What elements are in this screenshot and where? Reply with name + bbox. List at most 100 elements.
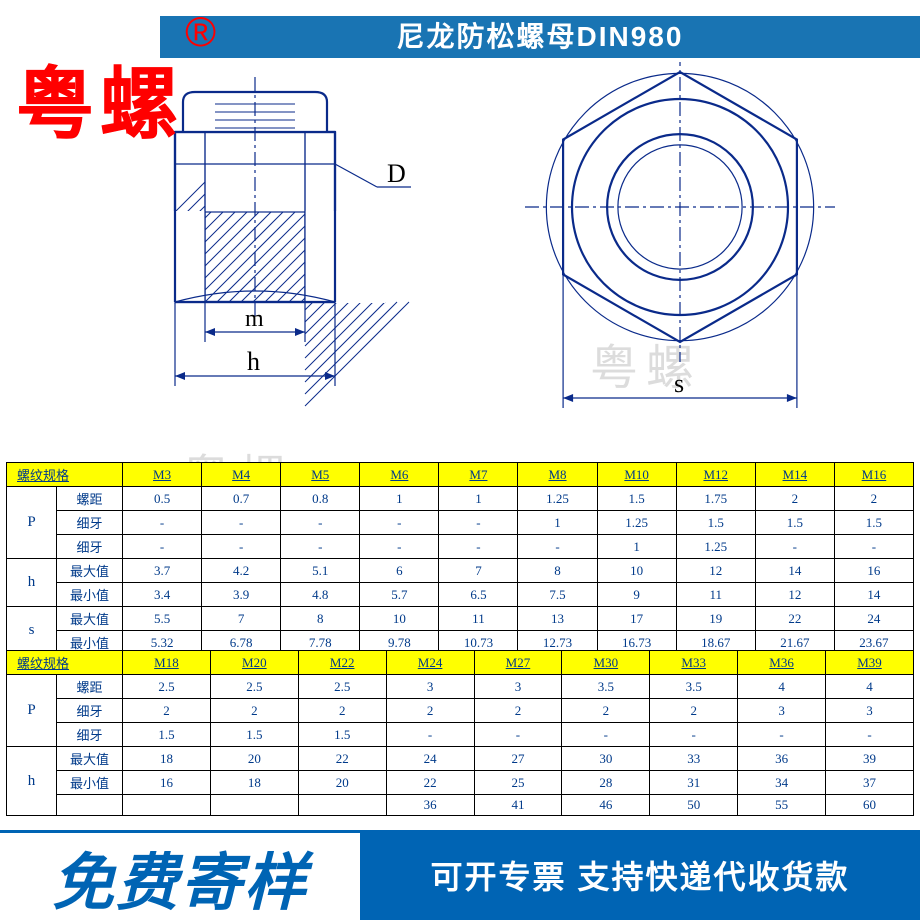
data-cell: 3: [738, 699, 826, 723]
data-cell: 1.25: [518, 487, 597, 511]
data-cell: 12: [676, 559, 755, 583]
data-cell: 4: [826, 675, 914, 699]
data-cell: 3: [474, 675, 562, 699]
data-cell: -: [202, 535, 281, 559]
data-cell: 8: [281, 607, 360, 631]
brand-logo: 粤螺 ®: [16, 42, 184, 154]
size-column-header: M18: [123, 651, 211, 675]
data-cell: -: [474, 723, 562, 747]
data-cell: 1: [597, 535, 676, 559]
size-column-header: M8: [518, 463, 597, 487]
row-group-label: P: [7, 675, 57, 747]
data-cell: 5.1: [281, 559, 360, 583]
data-cell: 34: [738, 771, 826, 795]
row-group-label: s: [7, 607, 57, 655]
data-cell: -: [439, 535, 518, 559]
size-column-header: M36: [738, 651, 826, 675]
data-cell: 3.7: [123, 559, 202, 583]
data-cell: 2.5: [123, 675, 211, 699]
data-cell: 1.5: [834, 511, 913, 535]
data-cell: 41: [474, 795, 562, 816]
data-cell: [298, 795, 386, 816]
data-cell: 18: [123, 747, 211, 771]
row-label: 螺距: [57, 675, 123, 699]
footer-right-promo: 可开专票 支持快递代收货款: [360, 830, 920, 920]
size-column-header: M33: [650, 651, 738, 675]
size-column-header: M4: [202, 463, 281, 487]
data-cell: -: [360, 511, 439, 535]
data-cell: 3.5: [562, 675, 650, 699]
data-cell: 16: [123, 771, 211, 795]
data-cell: 1.5: [210, 723, 298, 747]
size-column-header: M27: [474, 651, 562, 675]
size-column-header: M7: [439, 463, 518, 487]
data-cell: -: [281, 535, 360, 559]
size-column-header: M22: [298, 651, 386, 675]
data-cell: 14: [755, 559, 834, 583]
data-cell: -: [834, 535, 913, 559]
size-column-header: M6: [360, 463, 439, 487]
data-cell: 10: [597, 559, 676, 583]
data-cell: 24: [834, 607, 913, 631]
data-cell: 3.5: [650, 675, 738, 699]
row-label: 最大值: [57, 747, 123, 771]
data-cell: -: [123, 511, 202, 535]
data-cell: -: [650, 723, 738, 747]
title-bar: 尼龙防松螺母DIN980: [160, 16, 920, 58]
data-cell: 2: [298, 699, 386, 723]
spec-header-cell: 螺纹规格: [7, 651, 123, 675]
data-cell: 0.5: [123, 487, 202, 511]
data-cell: -: [360, 535, 439, 559]
data-cell: 7: [202, 607, 281, 631]
size-column-header: M16: [834, 463, 913, 487]
data-cell: 17: [597, 607, 676, 631]
brand-text: 粤螺: [16, 60, 184, 148]
svg-text:s: s: [674, 369, 684, 398]
data-cell: [210, 795, 298, 816]
data-cell: 50: [650, 795, 738, 816]
row-group-label: h: [7, 747, 57, 816]
data-cell: 19: [676, 607, 755, 631]
data-cell: 33: [650, 747, 738, 771]
data-cell: 3.9: [202, 583, 281, 607]
data-cell: -: [386, 723, 474, 747]
data-cell: 8: [518, 559, 597, 583]
data-cell: -: [755, 535, 834, 559]
data-cell: 27: [474, 747, 562, 771]
data-cell: 20: [210, 747, 298, 771]
data-cell: 5.5: [123, 607, 202, 631]
size-column-header: M24: [386, 651, 474, 675]
data-cell: 1.5: [123, 723, 211, 747]
size-column-header: M39: [826, 651, 914, 675]
row-group-label: h: [7, 559, 57, 607]
row-group-label: P: [7, 487, 57, 559]
size-column-header: M5: [281, 463, 360, 487]
data-cell: 1.75: [676, 487, 755, 511]
data-cell: 1: [518, 511, 597, 535]
data-cell: 7.5: [518, 583, 597, 607]
data-cell: 5.7: [360, 583, 439, 607]
data-cell: 1: [439, 487, 518, 511]
data-cell: 11: [676, 583, 755, 607]
data-cell: 10: [360, 607, 439, 631]
data-cell: 36: [386, 795, 474, 816]
data-cell: 18: [210, 771, 298, 795]
data-cell: 25: [474, 771, 562, 795]
data-cell: 46: [562, 795, 650, 816]
data-cell: 37: [826, 771, 914, 795]
spec-header-cell: 螺纹规格: [7, 463, 123, 487]
data-cell: 7: [439, 559, 518, 583]
size-column-header: M12: [676, 463, 755, 487]
row-label: 最大值: [57, 559, 123, 583]
row-label: 细牙: [57, 723, 123, 747]
spec-table-2: 螺纹规格M18M20M22M24M27M30M33M36M39P螺距2.52.5…: [6, 650, 914, 816]
svg-text:h: h: [247, 347, 260, 376]
data-cell: 4: [738, 675, 826, 699]
size-column-header: M30: [562, 651, 650, 675]
data-cell: 22: [755, 607, 834, 631]
data-cell: -: [518, 535, 597, 559]
spec-table-1: 螺纹规格M3M4M5M6M7M8M10M12M14M16P螺距0.50.70.8…: [6, 462, 914, 655]
data-cell: 2.5: [210, 675, 298, 699]
data-cell: [123, 795, 211, 816]
data-cell: 1: [360, 487, 439, 511]
